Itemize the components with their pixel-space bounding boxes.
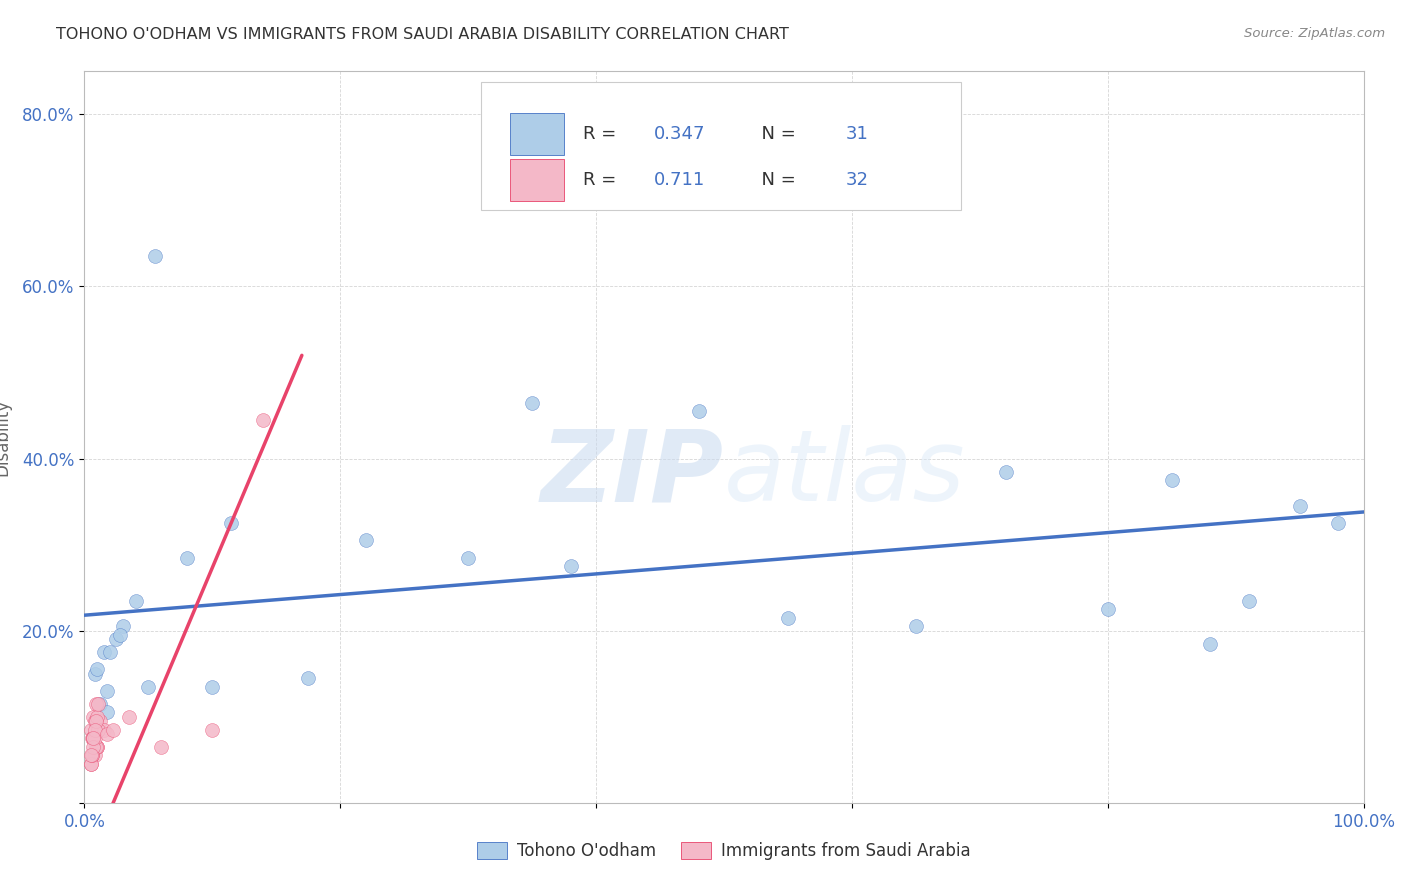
Point <box>82 731 104 746</box>
Point <box>994 465 1017 479</box>
Point <box>83 714 105 728</box>
Point <box>98 645 121 659</box>
Point <box>1288 499 1310 513</box>
Text: atlas: atlas <box>724 425 966 522</box>
Point <box>221 516 243 530</box>
Point <box>82 731 104 746</box>
Point <box>84 697 107 711</box>
Text: 32: 32 <box>845 171 869 189</box>
Point <box>297 671 319 685</box>
Text: 0.347: 0.347 <box>654 125 706 144</box>
Point <box>118 710 141 724</box>
Point <box>105 632 128 647</box>
Point <box>80 748 103 763</box>
Point <box>457 550 479 565</box>
FancyBboxPatch shape <box>481 82 960 211</box>
Point <box>89 697 111 711</box>
Point <box>1160 473 1182 487</box>
Point <box>96 684 118 698</box>
Point <box>560 559 582 574</box>
Point <box>86 662 108 676</box>
Point <box>150 739 173 754</box>
Point <box>86 739 108 754</box>
Point <box>80 757 103 772</box>
Text: TOHONO O'ODHAM VS IMMIGRANTS FROM SAUDI ARABIA DISABILITY CORRELATION CHART: TOHONO O'ODHAM VS IMMIGRANTS FROM SAUDI … <box>56 27 789 42</box>
Text: Source: ZipAtlas.com: Source: ZipAtlas.com <box>1244 27 1385 40</box>
Point <box>82 739 104 754</box>
Point <box>201 680 224 694</box>
Point <box>84 739 107 754</box>
Point <box>83 748 105 763</box>
Text: N =: N = <box>749 171 801 189</box>
Text: N =: N = <box>749 125 801 144</box>
Point <box>905 619 928 633</box>
Text: R =: R = <box>583 171 628 189</box>
Point <box>520 395 543 409</box>
Point <box>201 723 224 737</box>
Point <box>86 710 108 724</box>
Point <box>1097 602 1119 616</box>
Point <box>80 748 103 763</box>
Point <box>111 619 134 633</box>
Point <box>1199 637 1222 651</box>
Point <box>1237 593 1260 607</box>
Point <box>89 714 111 728</box>
Point <box>82 710 104 724</box>
Point <box>138 680 160 694</box>
Point <box>87 723 110 737</box>
Point <box>778 611 800 625</box>
Point <box>252 413 274 427</box>
Point <box>80 731 103 746</box>
Y-axis label: Disability: Disability <box>0 399 11 475</box>
Text: R =: R = <box>583 125 623 144</box>
Point <box>80 723 103 737</box>
Point <box>93 723 115 737</box>
Point <box>96 706 118 720</box>
Text: 31: 31 <box>845 125 869 144</box>
Point <box>83 666 105 681</box>
Point <box>93 645 115 659</box>
Point <box>80 748 103 763</box>
Bar <box>510 159 564 202</box>
Point <box>143 249 166 263</box>
Legend: Tohono O'odham, Immigrants from Saudi Arabia: Tohono O'odham, Immigrants from Saudi Ar… <box>477 842 972 860</box>
Point <box>84 714 107 728</box>
Text: 0.711: 0.711 <box>654 171 704 189</box>
Point <box>83 731 105 746</box>
Point <box>688 404 710 418</box>
Point <box>101 723 124 737</box>
Point <box>1327 516 1350 530</box>
Point <box>82 731 104 746</box>
Point <box>86 739 108 754</box>
Point <box>87 697 110 711</box>
Point <box>83 723 105 737</box>
Text: ZIP: ZIP <box>541 425 724 522</box>
Point <box>108 628 131 642</box>
Point <box>80 757 103 772</box>
Bar <box>510 113 564 155</box>
Point <box>176 550 198 565</box>
Point <box>96 727 118 741</box>
Point <box>354 533 377 548</box>
Point <box>124 593 146 607</box>
